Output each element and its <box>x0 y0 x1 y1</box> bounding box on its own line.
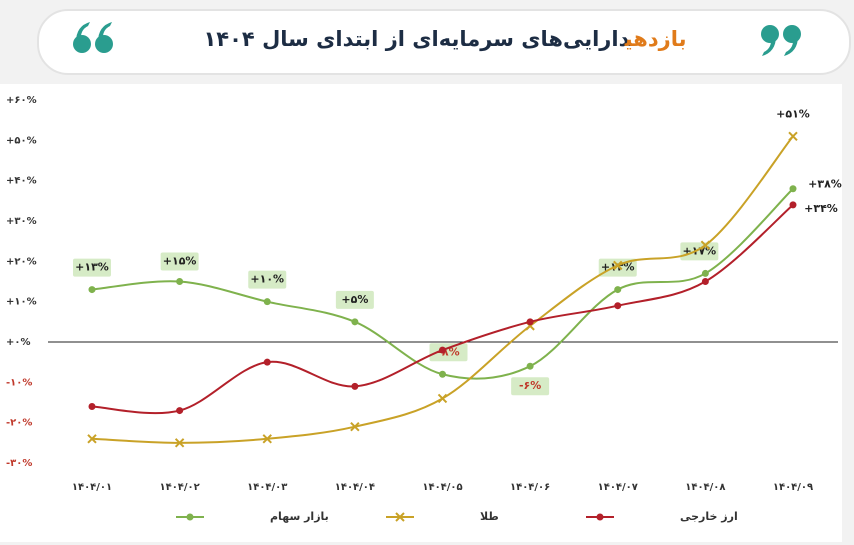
marker <box>351 318 359 326</box>
x-tick-label: ۱۴۰۴/۰۷ <box>598 482 638 493</box>
marker <box>437 393 448 404</box>
marker <box>174 438 185 448</box>
legend-marker <box>596 513 604 521</box>
x-tick-label: ۱۴۰۴/۰۲ <box>159 482 199 493</box>
marker <box>262 434 272 444</box>
title-highlight: بازدهی <box>624 27 687 51</box>
value-label-bg <box>160 252 199 271</box>
value-label: +۵۱% <box>776 107 810 120</box>
x-tick-label: ۱۴۰۴/۰۹ <box>773 482 813 493</box>
marker <box>788 131 798 142</box>
value-label-bg <box>429 343 468 362</box>
value-label-bg <box>511 377 550 396</box>
marker <box>263 298 271 306</box>
series-line <box>91 135 794 444</box>
marker <box>789 201 797 209</box>
y-tick-label: +۵۰% <box>6 135 37 146</box>
series-line <box>91 188 794 380</box>
value-label: +۳۸% <box>808 178 842 191</box>
marker <box>613 260 623 271</box>
marker <box>701 278 709 285</box>
value-label: +۳۴% <box>804 202 838 215</box>
y-tick-label: +۶۰% <box>6 95 37 106</box>
y-tick-label: +۲۰% <box>6 256 37 267</box>
marker <box>526 318 534 326</box>
marker <box>439 370 446 378</box>
marker <box>88 403 96 411</box>
y-tick-label: +۴۰% <box>6 176 37 187</box>
value-label: +۵% <box>341 293 368 306</box>
x-tick-label: ۱۴۰۴/۰۳ <box>247 482 287 493</box>
value-label-bg <box>598 258 637 277</box>
quote-left <box>73 22 113 53</box>
marker <box>700 240 711 250</box>
marker <box>439 346 446 354</box>
y-tick-label: +۳۰% <box>6 216 37 227</box>
value-label: +۱۷% <box>683 244 717 257</box>
marker <box>88 286 96 294</box>
title-text: دارایی‌های سرمایه‌ای از ابتدای سال ۱۴۰۴ <box>203 27 631 51</box>
x-tick-label: ۱۴۰۴/۰۴ <box>335 482 375 493</box>
legend-label: بازار سهام <box>270 510 329 523</box>
legend-label: طلا <box>480 510 499 523</box>
value-label-bg <box>335 290 374 309</box>
chart-title: بازدهیدارایی‌های سرمایه‌ای از ابتدای سال… <box>203 27 686 51</box>
legend-marker <box>186 513 194 521</box>
title-box <box>37 9 851 75</box>
value-label: +۱۰% <box>250 273 284 286</box>
value-label-bg <box>248 270 287 289</box>
x-tick-label: ۱۴۰۴/۰۱ <box>72 482 112 493</box>
marker <box>789 185 797 193</box>
marker <box>614 286 622 294</box>
marker <box>87 434 97 444</box>
marker <box>263 358 271 366</box>
y-tick-label: -۳۰% <box>6 458 32 469</box>
y-tick-label: -۱۰% <box>6 377 32 388</box>
marker <box>701 269 709 277</box>
y-tick-label: -۲۰% <box>6 418 32 429</box>
marker <box>176 407 184 415</box>
value-label: +۱۳% <box>75 261 109 274</box>
y-tick-label: +۱۰% <box>6 297 37 308</box>
marker <box>351 382 359 390</box>
quote-right <box>761 25 801 56</box>
value-label: +۱۵% <box>163 255 197 268</box>
plot-background <box>0 84 842 542</box>
marker <box>526 362 534 370</box>
value-label-bg <box>680 242 719 261</box>
marker <box>176 278 184 285</box>
value-label-bg <box>73 258 111 277</box>
value-label: -۶% <box>519 379 541 392</box>
x-tick-label: ۱۴۰۴/۰۶ <box>510 482 550 493</box>
marker <box>350 421 360 432</box>
x-tick-label: ۱۴۰۴/۰۸ <box>685 482 725 493</box>
legend-label: ارز خارجی <box>680 510 738 523</box>
legend-marker <box>395 512 405 522</box>
marker <box>614 302 622 310</box>
y-tick-label: +۰% <box>6 337 31 348</box>
x-tick-label: ۱۴۰۴/۰۵ <box>422 482 462 493</box>
